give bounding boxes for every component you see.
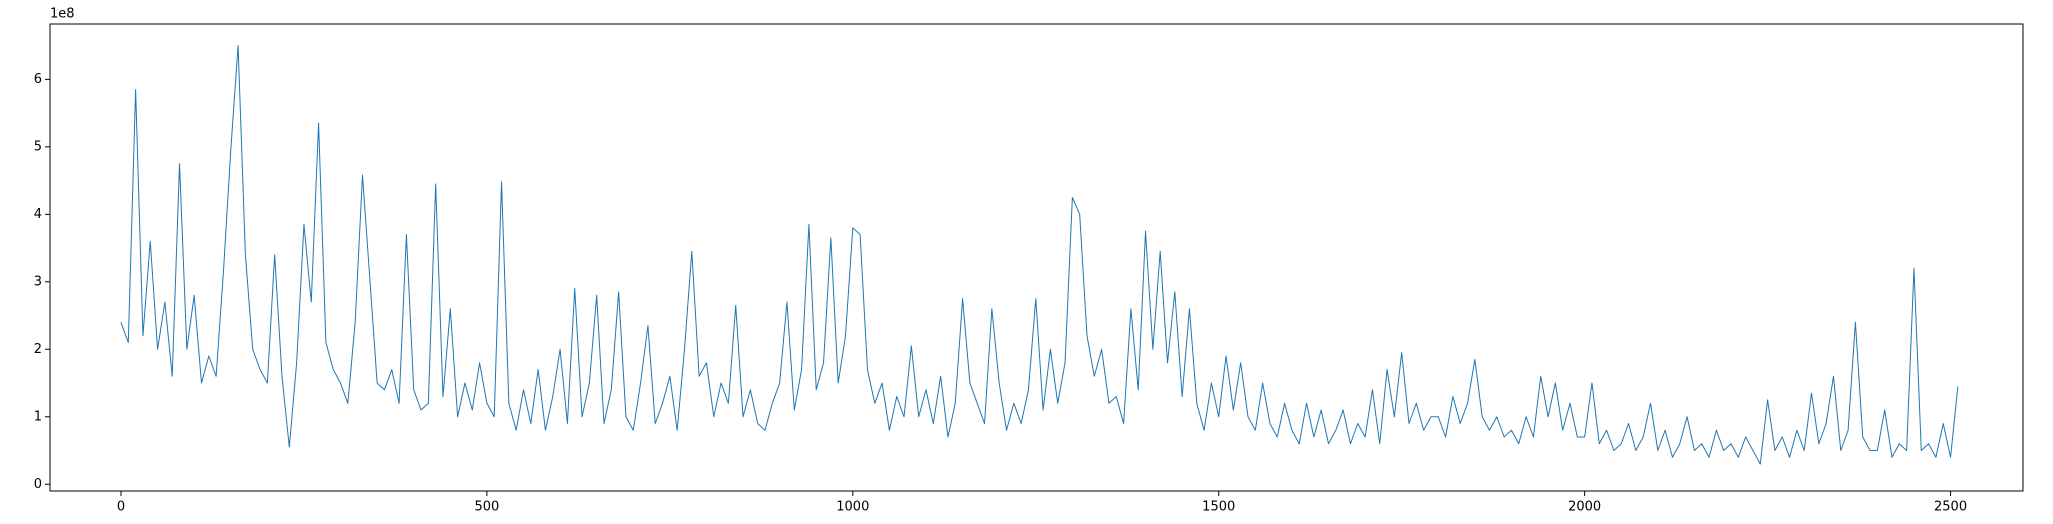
x-tick-label: 1000 bbox=[836, 500, 869, 515]
y-tick-label: 6 bbox=[34, 72, 42, 87]
x-tick-label: 2500 bbox=[1934, 500, 1967, 515]
x-tick-label: 1500 bbox=[1202, 500, 1235, 515]
y-tick-label: 0 bbox=[34, 477, 42, 492]
y-offset-label: 1e8 bbox=[50, 7, 75, 22]
y-tick-label: 5 bbox=[34, 139, 42, 154]
x-tick-label: 2000 bbox=[1568, 500, 1601, 515]
x-tick-label: 500 bbox=[474, 500, 499, 515]
y-tick-label: 1 bbox=[34, 409, 42, 424]
data-line bbox=[120, 45, 1959, 465]
y-tick-label: 4 bbox=[34, 207, 42, 222]
x-tick-label: 0 bbox=[117, 500, 125, 515]
y-tick-label: 3 bbox=[34, 274, 42, 289]
axes-frame bbox=[49, 23, 2024, 492]
y-tick-label: 2 bbox=[34, 342, 42, 357]
